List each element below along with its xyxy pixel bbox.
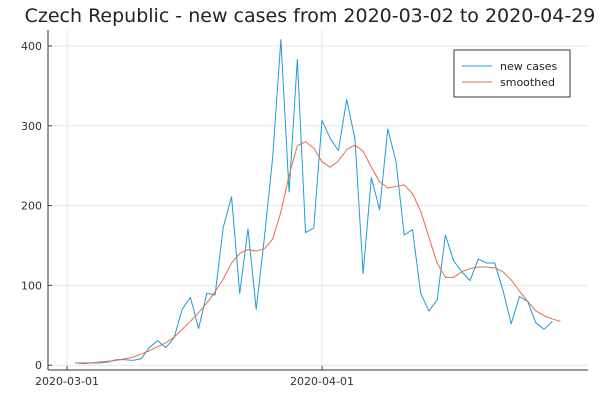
tick-label-y: 200 bbox=[21, 200, 42, 213]
legend-label: new cases bbox=[500, 60, 558, 73]
tick-label-y: 300 bbox=[21, 120, 42, 133]
tick-label-y: 100 bbox=[21, 279, 42, 292]
tick-label-x: 2020-03-01 bbox=[35, 375, 99, 388]
series-line-new-cases bbox=[75, 39, 553, 365]
tick-label-y: 0 bbox=[35, 359, 42, 372]
legend-box bbox=[453, 49, 571, 98]
tick-label-y: 400 bbox=[21, 40, 42, 53]
legend-label: smoothed bbox=[500, 76, 555, 89]
chart-title: Czech Republic - new cases from 2020-03-… bbox=[25, 5, 596, 27]
tick-label-x: 2020-04-01 bbox=[290, 375, 354, 388]
axes: 0 100 200 300 400 2020-03-01 2020-04-01 bbox=[21, 30, 588, 388]
gridlines bbox=[48, 30, 588, 370]
legend: new cases smoothed bbox=[453, 49, 571, 98]
series-line-smoothed bbox=[75, 141, 561, 364]
series-lines bbox=[75, 39, 561, 365]
